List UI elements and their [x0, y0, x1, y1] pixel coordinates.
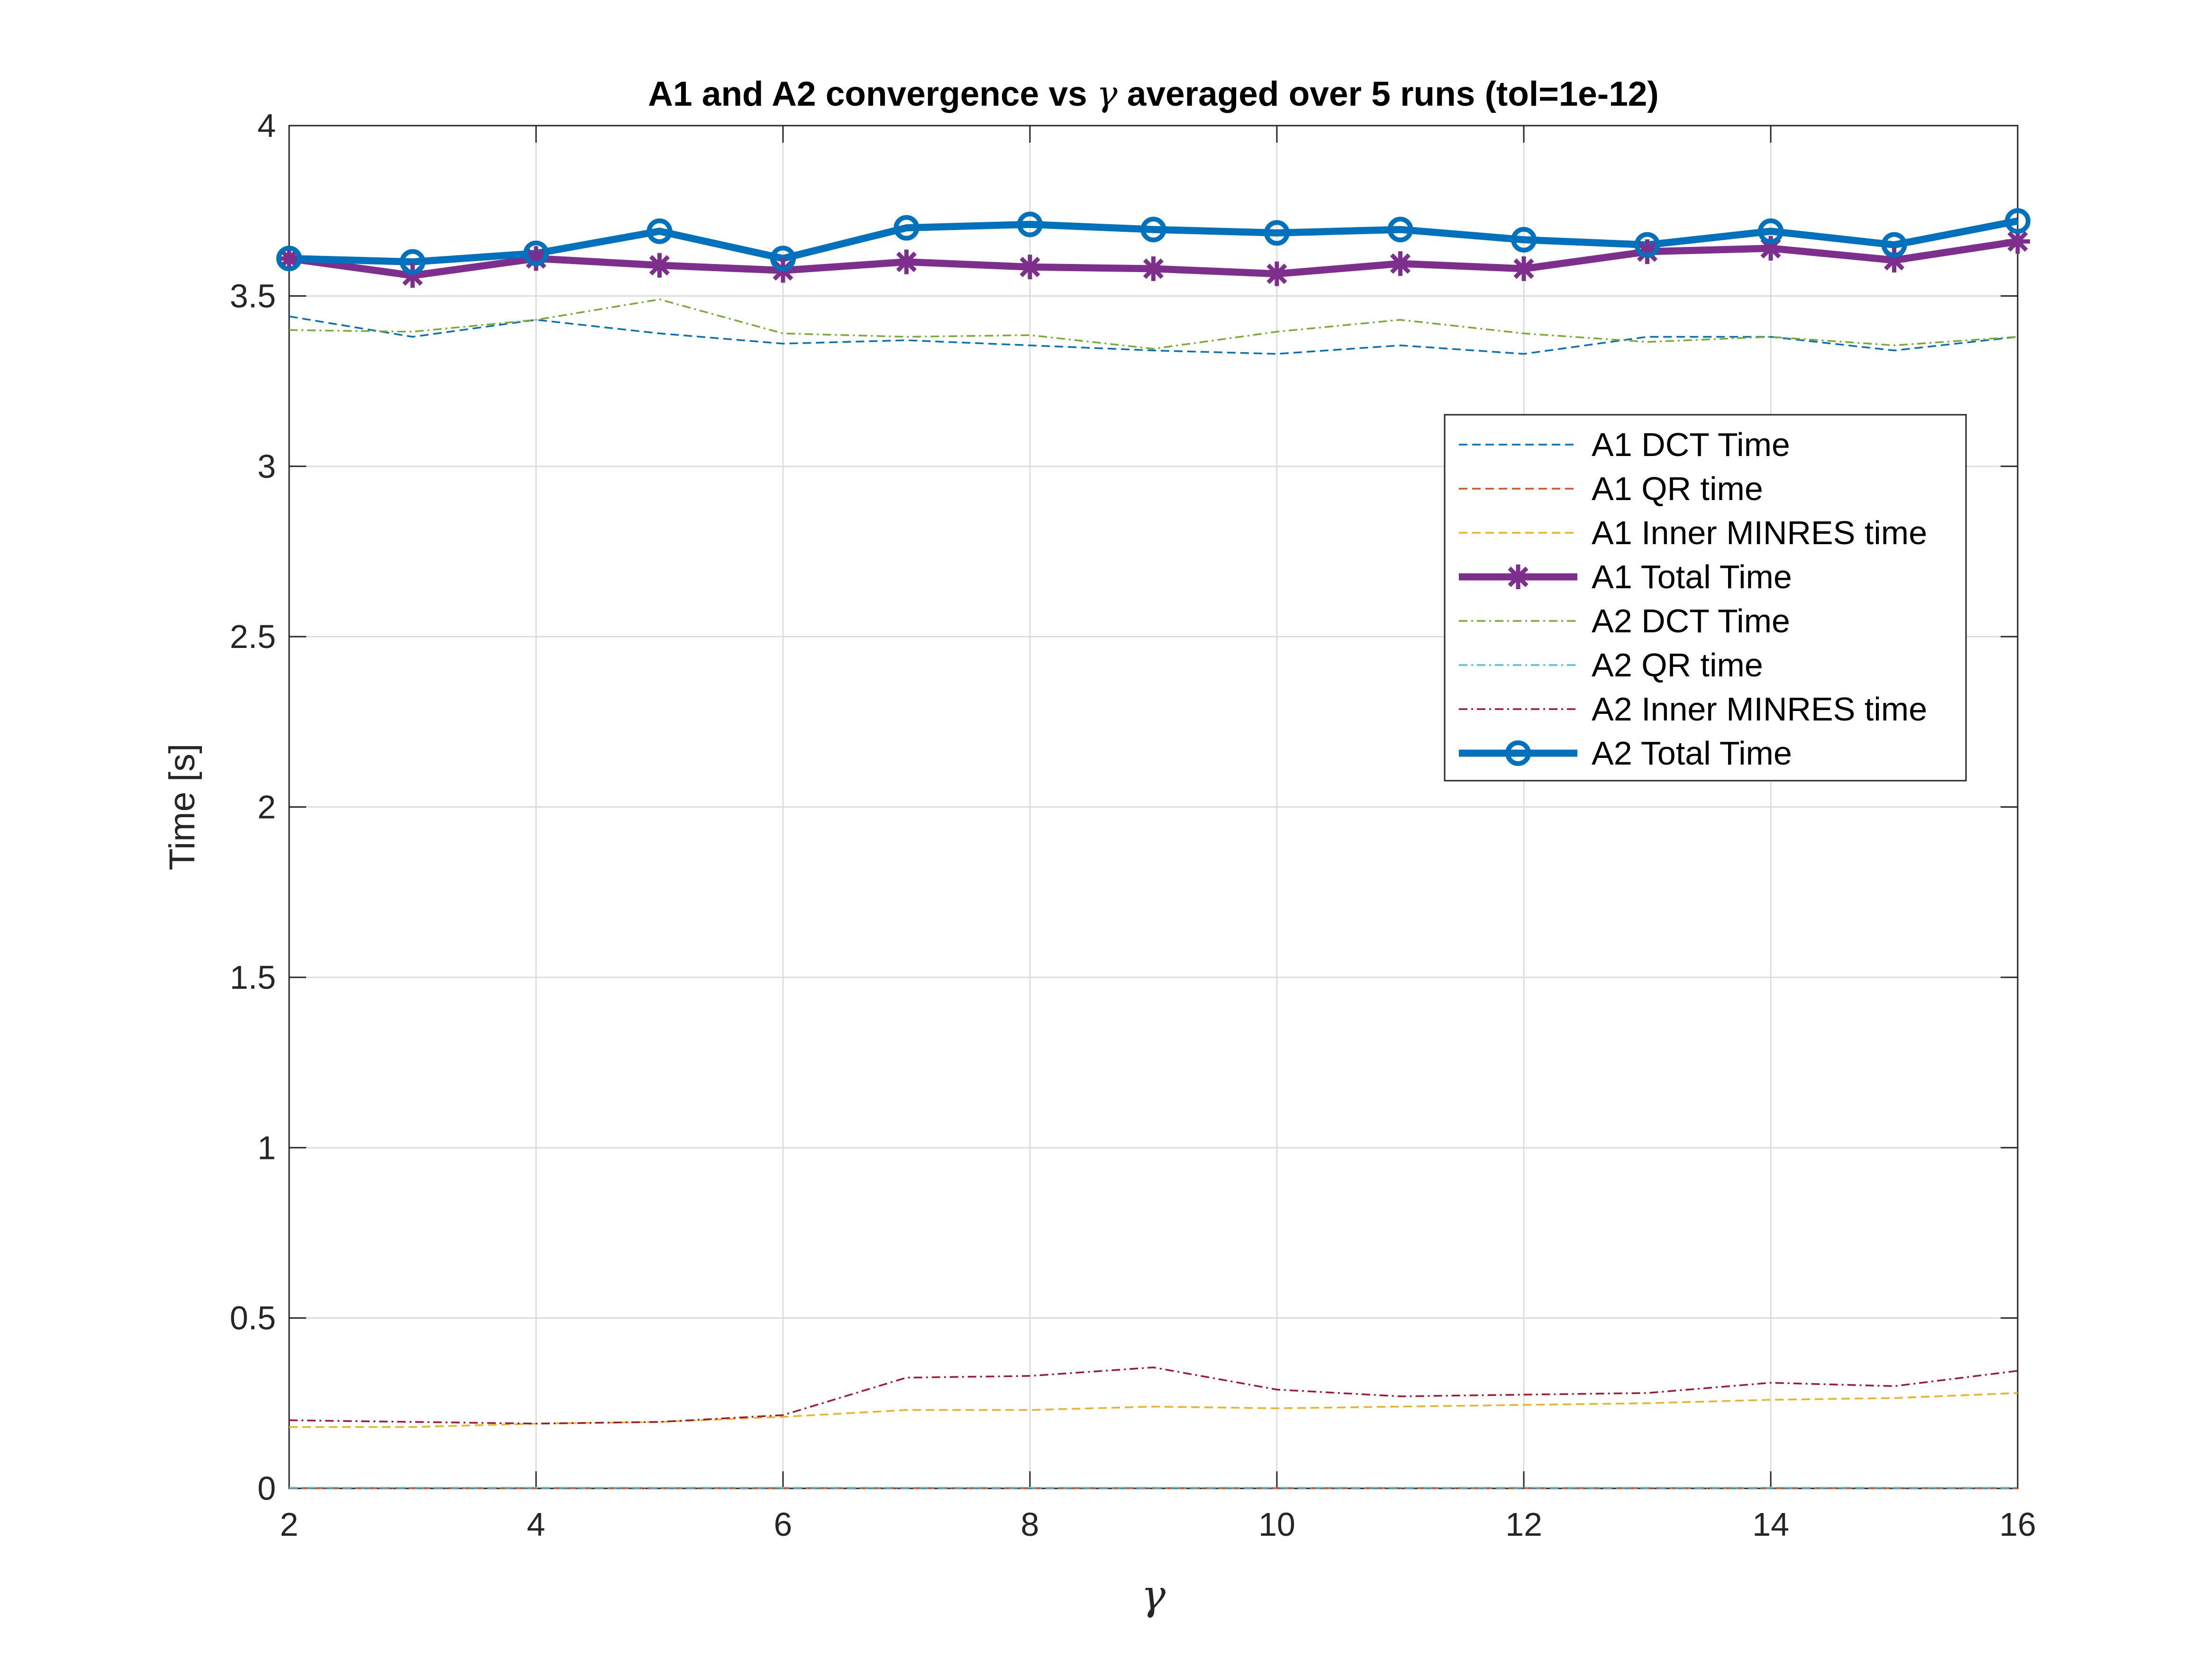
legend-label: A2 Total Time: [1592, 735, 1792, 772]
title-gamma-symbol: γ: [1097, 74, 1118, 114]
data-point-a2-total-time: [276, 246, 302, 272]
asterisk-stroke: [1390, 253, 1411, 274]
y-axis-label: Time [s]: [162, 744, 202, 870]
series-lines: [288, 217, 2019, 1489]
asterisk-stroke: [896, 251, 917, 273]
legend-item-a2-dct-time: A2 DCT Time: [1459, 602, 1790, 639]
chart-title: A1 and A2 convergence vs γ averaged over…: [648, 74, 1658, 114]
legend-item-a1-dct-time: A1 DCT Time: [1459, 426, 1790, 463]
title-prefix: A1 and A2 convergence vs: [648, 75, 1097, 113]
legend-box: [1444, 414, 1967, 782]
grid: [289, 126, 2018, 1488]
x-tick-label: 12: [1505, 1506, 1542, 1543]
legend-item-a2-inner-minres-time: A2 Inner MINRES time: [1459, 691, 1927, 728]
y-tick-label: 1: [257, 1129, 276, 1166]
x-tick-label: 16: [1999, 1506, 2036, 1543]
x-tick-label: 2: [280, 1506, 299, 1543]
data-point-a1-total-time: [1388, 251, 1413, 276]
data-point-a2-total-time: [893, 215, 919, 241]
legend-marker: [1505, 740, 1531, 766]
legend-item-a1-total-time: A1 Total Time: [1459, 558, 1792, 595]
data-point-a2-total-time: [1758, 218, 1784, 244]
legend-label: A1 QR time: [1592, 470, 1763, 507]
legend-label: A1 Inner MINRES time: [1592, 514, 1927, 551]
x-tick-label: 14: [1752, 1506, 1789, 1543]
y-tick-label: 1.5: [230, 959, 276, 996]
data-point-a1-total-time: [1141, 256, 1166, 281]
legend-entries: A1 DCT Time A1 QR time A1 Inner MINRES tim…: [1459, 426, 1927, 772]
x-axis-label: γ: [1141, 1572, 1166, 1619]
data-point-a1-total-time: [1511, 256, 1536, 281]
x-tick-label: 6: [774, 1506, 792, 1543]
y-tick-label: 2.5: [230, 618, 276, 655]
y-tick-label: 0.5: [230, 1300, 276, 1337]
legend: A1 DCT Time A1 QR time A1 Inner MINRES tim…: [1444, 414, 1967, 782]
y-tick-label: 4: [257, 107, 276, 144]
asterisk-stroke: [1143, 258, 1164, 279]
y-tick-label: 3.5: [230, 277, 276, 314]
x-tick-label: 4: [527, 1506, 546, 1543]
legend-marker: [1506, 565, 1530, 589]
y-tick-label: 2: [257, 789, 276, 826]
legend-item-a2-qr-time: A2 QR time: [1459, 647, 1763, 684]
series-line-a2-total-time: [289, 217, 2019, 265]
data-point-a2-total-time: [646, 218, 673, 244]
data-point-a2-total-time: [400, 249, 426, 275]
data-point-a2-total-time: [1881, 232, 1907, 258]
data-point-a2-total-time: [1511, 227, 1537, 253]
series-line-a2-inner-minres-time: [289, 1367, 2018, 1425]
x-tick-label: 10: [1258, 1506, 1295, 1543]
data-point-a2-total-time: [1017, 211, 1043, 237]
data-point-a1-total-time: [1018, 255, 1042, 280]
asterisk-stroke: [649, 255, 670, 276]
asterisk-stroke: [1637, 241, 1658, 262]
legend-item-a1-inner-minres-time: A1 Inner MINRES time: [1459, 514, 1927, 551]
data-point-a1-total-time: [647, 253, 672, 278]
legend-label: A2 DCT Time: [1592, 602, 1790, 639]
asterisk-stroke: [1508, 566, 1529, 587]
data-point-a1-total-time: [1635, 239, 1660, 264]
legend-label: A2 QR time: [1592, 647, 1763, 684]
asterisk-stroke: [2007, 231, 2028, 252]
data-point-a2-total-time: [1264, 220, 1290, 246]
data-point-a2-total-time: [770, 246, 796, 272]
series-markers: [276, 208, 2030, 288]
legend-label: A2 Inner MINRES time: [1592, 691, 1927, 728]
asterisk-stroke: [1266, 264, 1287, 284]
legend-item-a1-qr-time: A1 QR time: [1459, 470, 1763, 507]
y-tick-label: 0: [257, 1470, 276, 1507]
x-tick-label: 8: [1021, 1506, 1039, 1543]
axis-ticks: 2 4 6 8 10 12 14 16 0 0.5 1 1.5 2 2.5 3 3.5 4: [230, 107, 2036, 1543]
series-line-a1-dct-time: [289, 315, 2018, 355]
data-point-a2-total-time: [1634, 232, 1660, 258]
asterisk-stroke: [1513, 258, 1534, 279]
legend-item-a2-total-time: A2 Total Time: [1459, 735, 1792, 772]
data-point-a2-total-time: [523, 240, 549, 266]
legend-label: A1 DCT Time: [1592, 426, 1790, 463]
asterisk-stroke: [1020, 256, 1040, 277]
data-point-a1-total-time: [1265, 261, 1289, 286]
series-line-a2-dct-time: [289, 298, 2018, 350]
legend-label: A1 Total Time: [1592, 558, 1792, 595]
data-point-a2-total-time: [1387, 217, 1413, 243]
title-suffix: averaged over 5 runs (tol=1e-12): [1118, 75, 1659, 113]
y-tick-label: 3: [257, 448, 276, 485]
data-point-a2-total-time: [1140, 217, 1166, 243]
data-point-a2-total-time: [2005, 208, 2030, 234]
series-line-a1-inner-minres-time: [289, 1392, 2018, 1428]
data-point-a1-total-time: [894, 249, 919, 274]
